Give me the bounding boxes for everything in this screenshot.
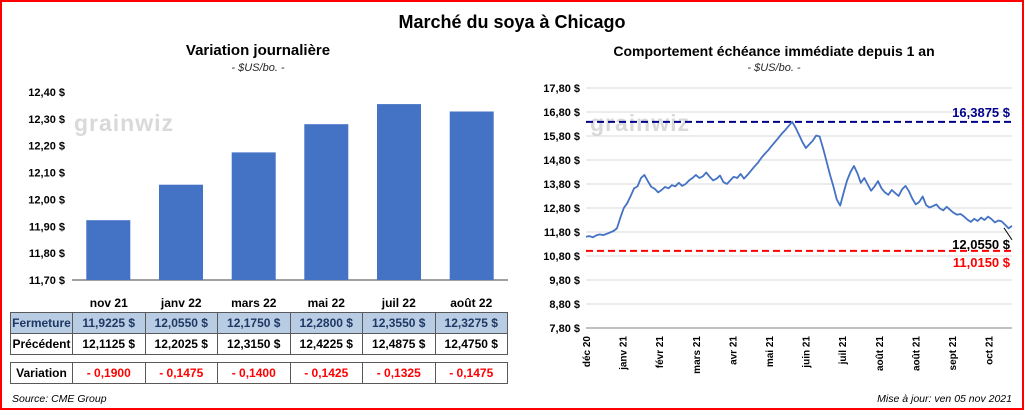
- last-value-label: 12,0550 $: [952, 237, 1010, 252]
- row-precedent: Précédent 12,1125 $12,2025 $12,3150 $12,4…: [10, 333, 508, 355]
- source-note: Source: CME Group: [12, 393, 107, 405]
- bars: [86, 104, 494, 280]
- month-label: nov 21: [89, 296, 128, 310]
- value-cell: 12,4225 $: [289, 333, 363, 355]
- month-label: mars 22: [231, 296, 277, 310]
- value-cell: 12,1125 $: [72, 333, 146, 355]
- bar-5: [449, 111, 494, 280]
- line-x-tick: avr 21: [728, 336, 739, 365]
- line-y-tick: 9,80 $: [549, 275, 580, 287]
- value-cell: 12,4875 $: [362, 333, 436, 355]
- line-y-tick: 10,80 $: [543, 251, 580, 263]
- line-x-tick: août 21: [911, 336, 922, 371]
- line-y-tick: 14,80 $: [543, 155, 580, 167]
- line-x-tick: août 21: [875, 336, 886, 371]
- value-cell: - 0,1425: [289, 362, 363, 384]
- line-x-tick: oct 21: [985, 336, 996, 365]
- updated-note: Mise à jour: ven 05 nov 2021: [877, 393, 1012, 405]
- line-x-axis-labels: déc 20 janv 21 févr 21 mars 21 avr 21 mai 21 j…: [582, 336, 996, 374]
- value-cell: 12,3150 $: [217, 333, 291, 355]
- value-cell: 12,3275 $: [434, 312, 508, 334]
- bar-0: [86, 220, 131, 280]
- line-x-tick: juil 21: [838, 336, 849, 366]
- bar-y-tick: 12,20 $: [28, 141, 65, 153]
- line-y-tick: 13,80 $: [543, 179, 580, 191]
- value-cell: 11,9225 $: [72, 312, 146, 334]
- bar-2: [231, 152, 276, 280]
- value-cell: 12,4750 $: [434, 333, 508, 355]
- line-y-tick: 17,80 $: [543, 83, 580, 95]
- value-cell: 12,1750 $: [217, 312, 291, 334]
- spacer-row: [10, 354, 508, 363]
- line-y-tick: 11,80 $: [544, 227, 580, 239]
- line-chart-title: Comportement échéance immédiate depuis 1…: [613, 43, 935, 59]
- row-label: Précédent: [10, 333, 73, 355]
- line-y-tick: 7,80 $: [549, 323, 580, 335]
- row-fermeture: Fermeture 11,9225 $12,0550 $12,1750 $12,2…: [10, 312, 508, 334]
- watermark-right: grainwiz: [590, 110, 691, 136]
- bar-y-tick: 11,80 $: [29, 248, 65, 260]
- bar-1: [159, 184, 203, 280]
- price-series: [585, 120, 1013, 239]
- line-x-tick: mai 21: [765, 336, 776, 368]
- value-cell: 12,3550 $: [362, 312, 436, 334]
- value-cell: - 0,1325: [362, 362, 436, 384]
- line-chart: 17,80 $ 16,80 $ 15,80 $ 14,80 $ 13,80 $ 12,80…: [543, 83, 1013, 374]
- line-x-tick: janv 21: [619, 336, 630, 371]
- value-cell: 12,0550 $: [144, 312, 218, 334]
- bar-4: [377, 104, 421, 280]
- bar-3: [304, 124, 349, 280]
- line-x-tick: déc 20: [582, 336, 593, 368]
- line-x-tick: juin 21: [802, 336, 813, 369]
- month-label: juil 22: [381, 296, 416, 310]
- value-cell: - 0,1900: [72, 362, 146, 384]
- value-cell: 12,2025 $: [144, 333, 218, 355]
- last-label-pointer: [1003, 227, 1013, 241]
- bar-y-tick: 11,90 $: [29, 221, 65, 233]
- row-label: Fermeture: [10, 312, 73, 334]
- bar-y-tick: 11,70 $: [29, 275, 65, 287]
- bar-chart: 12,40 $ 12,30 $ 12,20 $ 12,10 $ 12,00 $ 11,90…: [28, 87, 508, 287]
- line-y-tick: 8,80 $: [549, 299, 580, 311]
- price-table: nov 21 janv 22 mars 22 mai 22 juil 22 août 22…: [10, 294, 508, 384]
- bar-y-axis-labels: 12,40 $ 12,30 $ 12,20 $ 12,10 $ 12,00 $ 11,90…: [28, 87, 65, 287]
- bar-chart-subtitle: - $US/bo. -: [231, 62, 285, 74]
- corner-cell: [11, 294, 73, 313]
- bar-y-tick: 12,40 $: [28, 87, 65, 99]
- month-header-row: nov 21 janv 22 mars 22 mai 22 juil 22 août 22: [11, 294, 508, 313]
- watermark-left: grainwiz: [74, 110, 175, 136]
- line-y-tick: 16,80 $: [543, 107, 580, 119]
- line-chart-subtitle: - $US/bo. -: [747, 62, 801, 74]
- bar-chart-title: Variation journalière: [185, 42, 331, 59]
- month-label: août 22: [450, 296, 493, 310]
- value-cell: 12,2800 $: [289, 312, 363, 334]
- row-label: Variation: [10, 362, 73, 384]
- low-value-label: 11,0150 $: [952, 255, 1010, 270]
- value-cell: - 0,1475: [144, 362, 218, 384]
- page-title: Marché du soya à Chicago: [398, 12, 626, 32]
- line-x-tick: févr 21: [655, 336, 666, 369]
- value-cell: - 0,1475: [434, 362, 508, 384]
- line-y-tick: 15,80 $: [543, 131, 580, 143]
- line-x-tick: mars 21: [692, 336, 703, 374]
- row-variation: Variation - 0,1900- 0,1475- 0,1400- 0,142…: [10, 362, 508, 384]
- bar-y-tick: 12,00 $: [28, 194, 65, 206]
- month-label: janv 22: [160, 296, 202, 310]
- high-value-label: 16,3875 $: [952, 105, 1010, 120]
- line-x-tick: sept 21: [948, 336, 959, 371]
- line-y-tick: 12,80 $: [543, 203, 580, 215]
- value-cell: - 0,1400: [217, 362, 291, 384]
- month-label: mai 22: [307, 296, 345, 310]
- bar-y-tick: 12,10 $: [28, 168, 65, 180]
- line-y-axis-labels: 17,80 $ 16,80 $ 15,80 $ 14,80 $ 13,80 $ 12,80…: [543, 83, 580, 335]
- bar-y-tick: 12,30 $: [28, 114, 65, 126]
